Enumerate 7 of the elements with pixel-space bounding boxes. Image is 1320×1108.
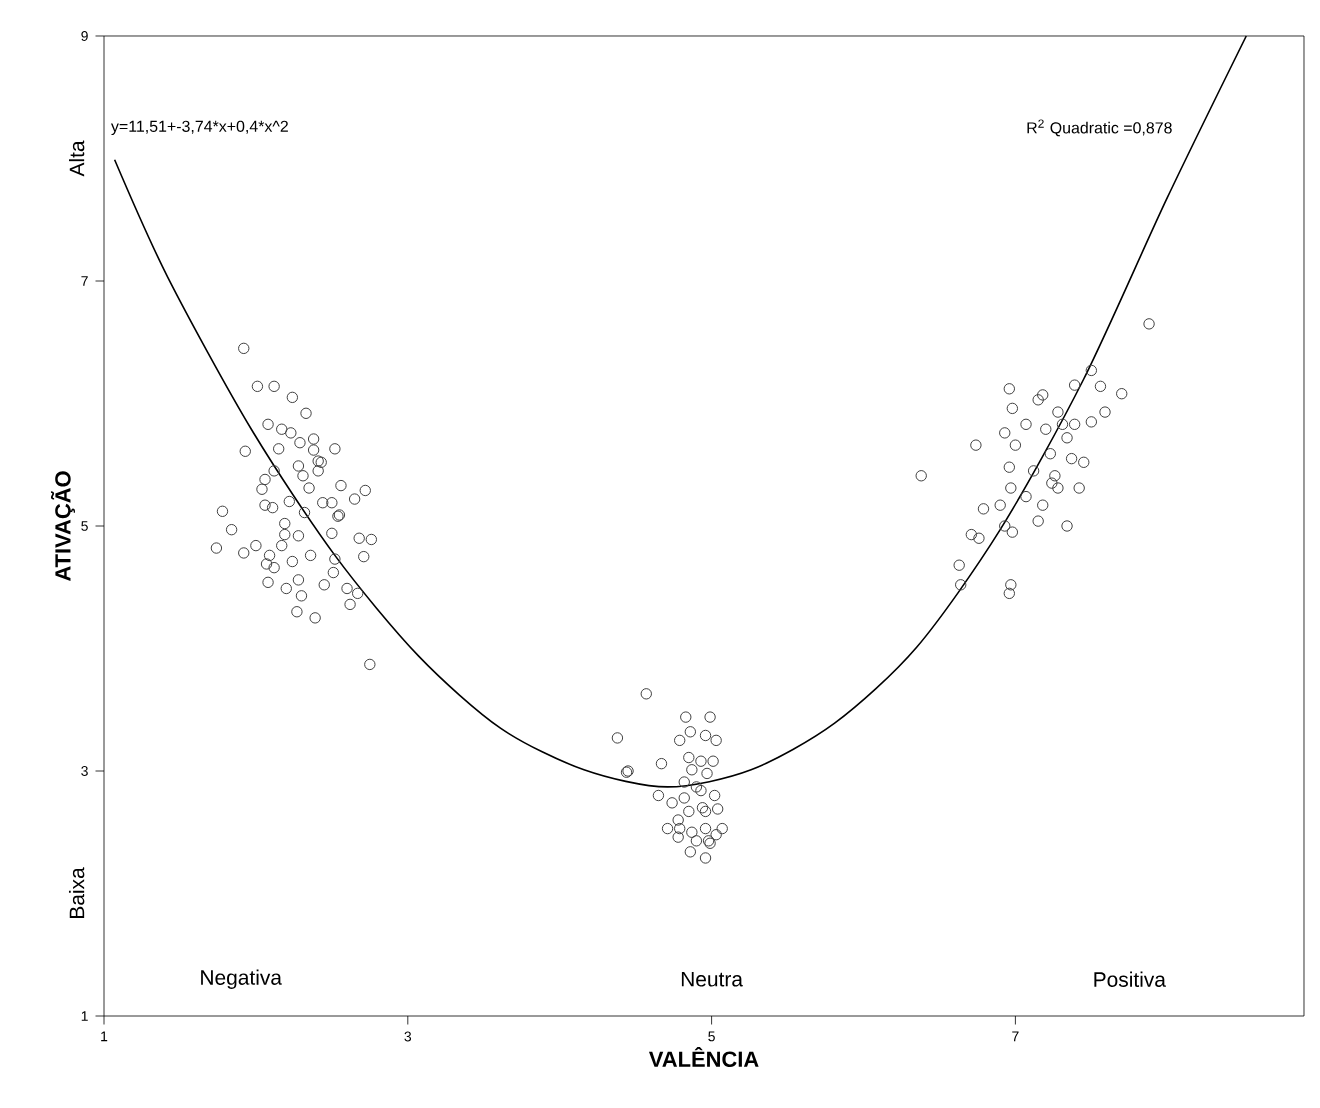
annotation: Positiva [1094,971,1166,987]
annotation: Neutra [681,971,743,987]
annotation: Negativa [201,969,282,989]
text: Baixa [68,867,85,918]
x-axis-title: VALÊNCIA [648,1047,759,1067]
text: Alta [68,140,85,177]
y-axis-title: ATIVAÇÃO [50,471,75,582]
